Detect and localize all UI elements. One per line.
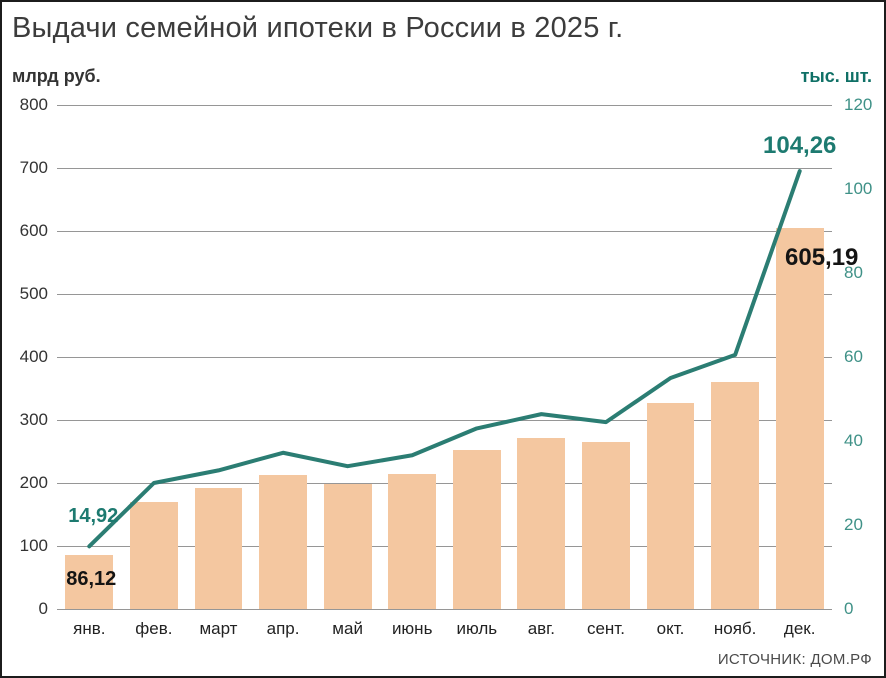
bar-янв.: [65, 554, 114, 609]
left-axis-tick: 200: [19, 473, 48, 492]
data-label: 605,19: [785, 243, 859, 271]
x-axis-label: июнь: [391, 619, 433, 638]
left-axis-tick: 700: [19, 158, 48, 177]
right-axis-unit-label: тыс. шт.: [800, 66, 872, 86]
left-axis-tick: 600: [19, 221, 48, 240]
plot-area: 14,92 86,12 104,26 605,19: [57, 105, 858, 610]
left-axis-tick: 300: [19, 410, 48, 429]
x-axis-label: фев.: [135, 619, 173, 638]
data-label: 14,92: [68, 505, 119, 528]
gridline: [57, 357, 832, 358]
left-axis-unit-label: млрд руб.: [12, 66, 101, 86]
gridline: [57, 609, 832, 610]
data-label: 86,12: [66, 567, 117, 590]
bars: [57, 105, 832, 609]
bar-апр.: [259, 475, 307, 609]
line-series: [87, 169, 802, 549]
bar-май: [323, 484, 372, 609]
x-axis-label: апр.: [266, 619, 300, 638]
bar-дек.: [775, 227, 824, 609]
x-axis-label: май: [332, 619, 363, 638]
x-axis-label: июль: [456, 619, 498, 638]
left-axis-tick: 0: [38, 599, 48, 618]
left-axis-ticks: 0 100 200 300 400 500 600 700 800: [10, 95, 48, 618]
right-axis-tick: 40: [844, 431, 863, 450]
x-axis-label: дек.: [783, 619, 816, 638]
line-series-svg: [87, 169, 802, 549]
bar-март: [194, 488, 243, 609]
left-axis-tick: 800: [19, 95, 48, 114]
right-axis-tick: 20: [844, 515, 863, 534]
right-axis-tick: 0: [844, 599, 854, 618]
annotations: 14,92 86,12 104,26 605,19: [57, 105, 858, 609]
gridline: [57, 105, 832, 106]
gridline: [57, 294, 832, 295]
right-axis-tick: 60: [844, 347, 863, 366]
bar-июль: [452, 450, 501, 609]
x-axis-label: сент.: [586, 619, 625, 638]
gridline: [57, 168, 832, 169]
right-axis-tick: 100: [844, 179, 873, 198]
chart-title: Выдачи семейной ипотеки в России в 2025 …: [12, 12, 624, 44]
bar-сент.: [582, 442, 630, 609]
x-axis-labels: янв. фев. март апр. май июнь июль авг. сент. окт.…: [57, 619, 832, 643]
bar-авг.: [517, 438, 566, 609]
gridline: [57, 546, 832, 547]
gridline: [57, 420, 832, 421]
bar-окт.: [646, 402, 695, 609]
gridline: [57, 231, 832, 232]
right-axis-ticks: 0 20 40 60 80 100 120: [844, 95, 884, 618]
x-axis-label: янв.: [73, 619, 106, 638]
right-axis-tick: 80: [844, 263, 863, 282]
right-axis-tick: 120: [844, 95, 873, 114]
x-axis-label: март: [199, 619, 238, 638]
bar-июнь: [388, 473, 437, 609]
x-axis-label: авг.: [527, 619, 556, 638]
x-axis-label: окт.: [656, 619, 685, 638]
left-axis-tick: 100: [19, 536, 48, 555]
bar-нояб.: [711, 382, 759, 609]
gridline: [57, 483, 832, 484]
data-label: 104,26: [763, 132, 837, 160]
left-axis-tick: 400: [19, 347, 48, 366]
bar-фев.: [129, 501, 178, 609]
left-axis-tick: 500: [19, 284, 48, 303]
source-caption: ИСТОЧНИК: ДОМ.РФ: [717, 651, 872, 668]
x-axis-label: нояб.: [713, 619, 757, 638]
gridlines: [57, 105, 832, 610]
